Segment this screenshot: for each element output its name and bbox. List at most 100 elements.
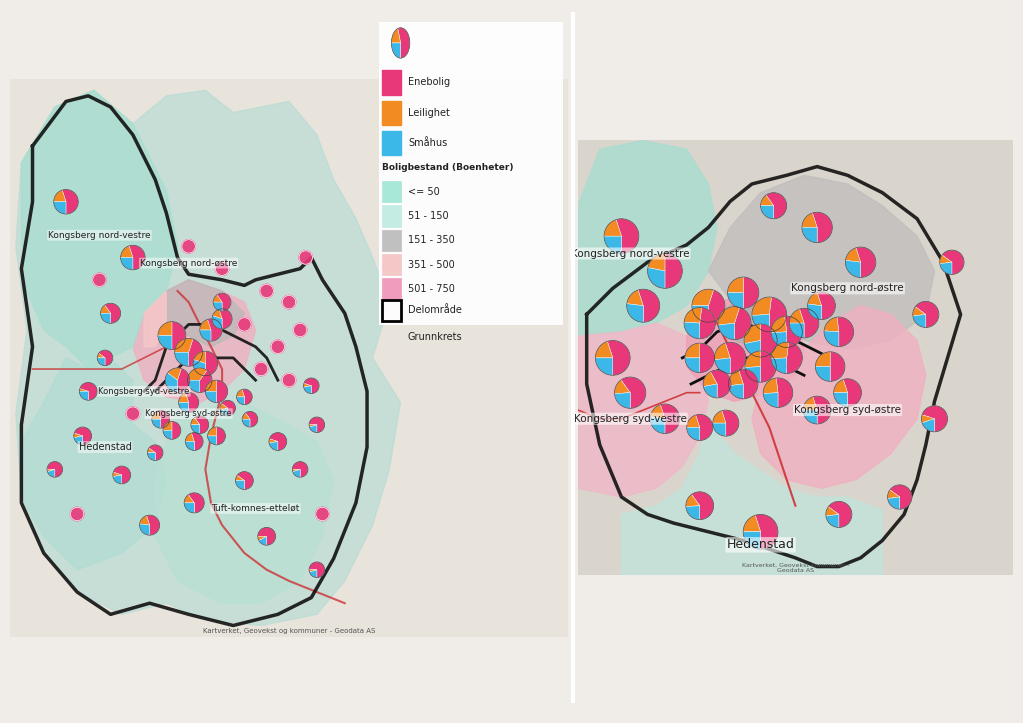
Polygon shape xyxy=(708,175,934,349)
Wedge shape xyxy=(309,570,317,572)
Wedge shape xyxy=(188,339,203,367)
Text: 151 - 350: 151 - 350 xyxy=(408,235,454,245)
Wedge shape xyxy=(219,309,232,329)
Wedge shape xyxy=(194,416,209,434)
Text: Kongsberg syd-vestre: Kongsberg syd-vestre xyxy=(574,414,686,424)
Wedge shape xyxy=(98,350,113,366)
Wedge shape xyxy=(722,410,739,436)
Wedge shape xyxy=(191,418,199,425)
Wedge shape xyxy=(113,475,122,484)
Wedge shape xyxy=(208,319,222,341)
Wedge shape xyxy=(163,430,172,440)
Wedge shape xyxy=(158,322,172,335)
Wedge shape xyxy=(760,324,777,357)
Wedge shape xyxy=(615,393,630,408)
Wedge shape xyxy=(220,408,228,416)
Wedge shape xyxy=(745,351,760,367)
Wedge shape xyxy=(845,248,860,262)
Wedge shape xyxy=(766,192,787,219)
Bar xyxy=(383,205,401,227)
Circle shape xyxy=(316,508,329,521)
Wedge shape xyxy=(47,469,55,477)
Wedge shape xyxy=(771,332,787,348)
Wedge shape xyxy=(763,393,777,408)
Wedge shape xyxy=(845,260,860,278)
Wedge shape xyxy=(648,268,665,288)
Wedge shape xyxy=(147,448,155,453)
Wedge shape xyxy=(745,341,760,357)
Wedge shape xyxy=(940,255,951,264)
Wedge shape xyxy=(608,341,630,375)
Text: Boligbestand (Boenheter): Boligbestand (Boenheter) xyxy=(383,163,514,172)
Bar xyxy=(383,70,401,95)
Wedge shape xyxy=(75,427,92,445)
Wedge shape xyxy=(692,289,713,306)
Polygon shape xyxy=(144,291,167,347)
Wedge shape xyxy=(185,433,194,442)
Wedge shape xyxy=(188,493,205,513)
Polygon shape xyxy=(15,90,401,625)
Wedge shape xyxy=(604,220,621,236)
Wedge shape xyxy=(627,304,643,322)
Wedge shape xyxy=(236,390,244,397)
Bar xyxy=(383,100,401,125)
Wedge shape xyxy=(700,343,714,372)
Wedge shape xyxy=(651,405,665,419)
Wedge shape xyxy=(304,383,311,388)
Text: Kongsberg nord-vestre: Kongsberg nord-vestre xyxy=(571,249,690,259)
Wedge shape xyxy=(685,343,700,358)
Wedge shape xyxy=(685,505,700,520)
Wedge shape xyxy=(735,307,751,340)
Wedge shape xyxy=(856,247,876,278)
Wedge shape xyxy=(692,306,708,322)
Wedge shape xyxy=(246,411,258,427)
Wedge shape xyxy=(293,461,308,477)
Polygon shape xyxy=(21,358,167,570)
Wedge shape xyxy=(745,367,760,382)
Text: Kongsberg syd-østre: Kongsberg syd-østre xyxy=(145,409,232,418)
Wedge shape xyxy=(771,316,787,333)
Wedge shape xyxy=(158,335,172,349)
Wedge shape xyxy=(185,442,194,450)
Wedge shape xyxy=(175,338,193,352)
Wedge shape xyxy=(304,386,311,393)
Polygon shape xyxy=(578,140,717,336)
Wedge shape xyxy=(830,352,845,381)
Wedge shape xyxy=(803,410,817,424)
Wedge shape xyxy=(685,358,700,372)
Circle shape xyxy=(126,407,139,420)
Wedge shape xyxy=(621,377,646,408)
Wedge shape xyxy=(213,302,222,311)
Wedge shape xyxy=(242,419,250,427)
Wedge shape xyxy=(843,379,861,406)
Wedge shape xyxy=(113,472,122,476)
Text: Grunnkrets: Grunnkrets xyxy=(408,333,462,343)
Circle shape xyxy=(71,508,84,521)
Wedge shape xyxy=(80,388,88,391)
Wedge shape xyxy=(235,481,244,489)
Wedge shape xyxy=(686,415,700,427)
Wedge shape xyxy=(217,427,225,445)
Wedge shape xyxy=(825,331,839,346)
Wedge shape xyxy=(800,308,818,338)
Wedge shape xyxy=(812,213,833,243)
Wedge shape xyxy=(595,358,613,375)
Polygon shape xyxy=(686,297,804,401)
Wedge shape xyxy=(269,439,278,443)
Bar xyxy=(383,299,401,321)
Wedge shape xyxy=(743,515,760,532)
Wedge shape xyxy=(179,403,188,413)
Wedge shape xyxy=(158,410,170,428)
Wedge shape xyxy=(213,309,222,319)
Wedge shape xyxy=(168,368,181,380)
Wedge shape xyxy=(392,43,401,58)
Wedge shape xyxy=(166,373,178,393)
Text: Kartverket, Geovekst og kommuner - Geodata AS: Kartverket, Geovekst og kommuner - Geoda… xyxy=(203,628,375,634)
Wedge shape xyxy=(74,436,83,445)
Text: Enebolig: Enebolig xyxy=(408,77,450,87)
Wedge shape xyxy=(769,297,787,332)
Text: 51 - 150: 51 - 150 xyxy=(408,211,449,221)
Wedge shape xyxy=(47,461,62,477)
Wedge shape xyxy=(942,250,964,275)
Circle shape xyxy=(299,251,312,264)
